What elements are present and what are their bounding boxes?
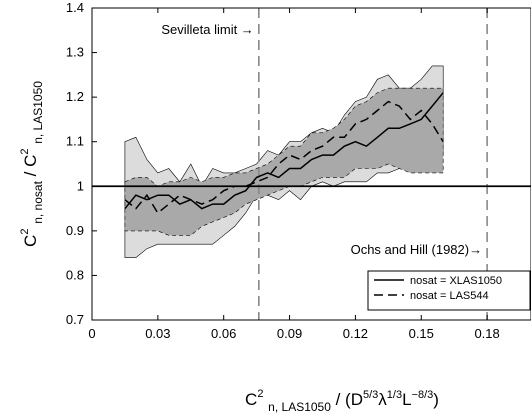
x-tick-label-5: 0.15 — [409, 326, 434, 341]
series-line-0 — [124, 92, 444, 210]
annotations: Sevilleta limit → Ochs and Hill (1982)→ — [161, 22, 482, 257]
y-tick-label-0: 0.7 — [66, 312, 84, 327]
axis-ticks: 0 0.03 0.06 0.09 0.12 0.15 0.18 0.7 0.8 0.9 1 1.1 1.… — [66, 0, 500, 341]
y-tick-label-7: 1.4 — [66, 0, 84, 15]
x-axis-label: C2 n, LAS1050 / (D5/3λ1/3L−8/3) — [245, 382, 439, 414]
legend: nosat = XLAS1050 nosat = LAS544 — [367, 270, 531, 311]
legend-label-0: nosat = XLAS1050 — [410, 275, 502, 287]
y-axis-label-text: C2 n, nosat / C2 n, LAS1050 — [13, 81, 45, 247]
vertical-lines — [258, 8, 488, 320]
series-lines — [124, 92, 444, 215]
annotation-ochs-hill: Ochs and Hill (1982)→ — [351, 242, 483, 257]
annotation-sevilleta-limit: Sevilleta limit → — [161, 22, 253, 37]
x-tick-label-2: 0.06 — [211, 326, 236, 341]
bands — [124, 65, 444, 258]
x-tick-label-4: 0.12 — [343, 326, 368, 341]
x-tick-label-6: 0.18 — [474, 326, 499, 341]
y-tick-label-5: 1.2 — [66, 89, 84, 104]
y-tick-label-3: 1 — [77, 178, 84, 193]
inner-band — [124, 87, 444, 236]
plot-frame — [91, 7, 531, 321]
y-tick-label-1: 0.8 — [66, 267, 84, 282]
y-tick-label-4: 1.1 — [66, 134, 84, 149]
legend-box — [367, 270, 531, 311]
legend-label-1: nosat = LAS544 — [410, 290, 489, 302]
y-tick-label-6: 1.3 — [66, 45, 84, 60]
x-tick-label-0: 0 — [88, 326, 95, 341]
axis-labels: C2 n, LAS1050 / (D5/3λ1/3L−8/3) C2 n, nos… — [13, 81, 439, 414]
y-axis-label: C2 n, nosat / C2 n, LAS1050 — [13, 81, 45, 247]
series-line-1 — [124, 100, 444, 215]
x-tick-label-1: 0.03 — [145, 326, 170, 341]
y-tick-label-2: 0.9 — [66, 223, 84, 238]
x-tick-label-3: 0.09 — [277, 326, 302, 341]
